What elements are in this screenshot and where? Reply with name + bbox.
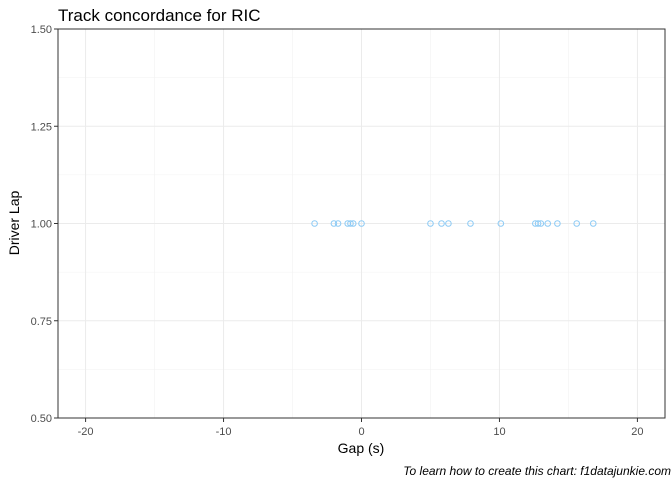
data-points (311, 220, 597, 227)
y-axis-title: Driver Lap (6, 191, 22, 256)
data-point (358, 220, 365, 227)
y-tick-label: 0.50 (31, 413, 52, 425)
x-tick-label: 10 (493, 426, 505, 438)
x-tick-label: 0 (358, 426, 364, 438)
x-axis-ticks: -20 -10 0 10 20 (78, 418, 644, 438)
data-point (573, 220, 581, 227)
data-point (445, 220, 452, 227)
data-point (554, 220, 561, 227)
x-tick-label: -20 (78, 426, 94, 438)
data-point (497, 220, 505, 227)
y-axis-ticks: 0.50 0.75 1.00 1.25 1.50 (31, 24, 58, 425)
chart-title: Track concordance for RIC (58, 6, 261, 25)
chart-caption: To learn how to create this chart: f1dat… (403, 464, 671, 478)
data-point (330, 220, 338, 227)
data-point (544, 220, 552, 227)
data-point (534, 220, 542, 227)
x-axis-title: Gap (s) (338, 440, 385, 456)
data-point (467, 220, 474, 227)
data-point (311, 220, 318, 227)
y-tick-label: 1.00 (31, 219, 52, 231)
y-tick-label: 1.25 (31, 121, 52, 133)
y-tick-label: 1.50 (31, 24, 52, 36)
x-tick-label: 20 (631, 426, 643, 438)
x-tick-label: -10 (216, 426, 232, 438)
data-point (349, 220, 357, 227)
data-point (537, 220, 545, 227)
data-point (438, 220, 445, 227)
data-point (347, 220, 354, 227)
data-point (334, 220, 342, 227)
data-point (427, 220, 434, 227)
y-tick-label: 0.75 (31, 316, 52, 328)
data-point (589, 220, 597, 227)
